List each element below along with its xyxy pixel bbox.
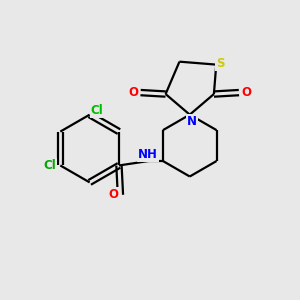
Text: O: O	[241, 86, 251, 99]
Text: Cl: Cl	[91, 104, 103, 117]
Text: Cl: Cl	[44, 159, 56, 172]
Text: O: O	[128, 86, 138, 99]
Text: NH: NH	[138, 148, 158, 161]
Text: N: N	[187, 115, 197, 128]
Text: S: S	[216, 57, 225, 70]
Text: O: O	[108, 188, 118, 201]
